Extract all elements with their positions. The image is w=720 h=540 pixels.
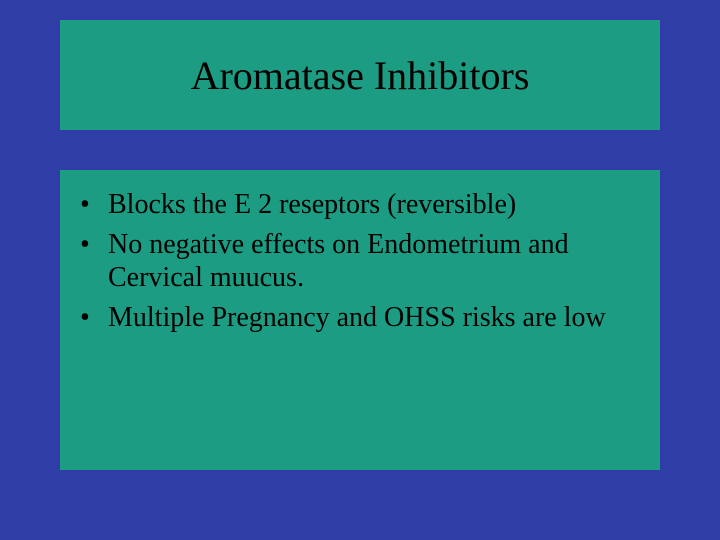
bullet-list: Blocks the E 2 reseptors (reversible) No… bbox=[80, 188, 640, 334]
list-item: No negative effects on Endometrium and C… bbox=[80, 228, 640, 295]
title-box: Aromatase Inhibitors bbox=[60, 20, 660, 130]
body-box: Blocks the E 2 reseptors (reversible) No… bbox=[60, 170, 660, 470]
list-item: Blocks the E 2 reseptors (reversible) bbox=[80, 188, 640, 222]
slide-title: Aromatase Inhibitors bbox=[191, 52, 530, 99]
list-item: Multiple Pregnancy and OHSS risks are lo… bbox=[80, 301, 640, 335]
slide: Aromatase Inhibitors Blocks the E 2 rese… bbox=[0, 0, 720, 540]
